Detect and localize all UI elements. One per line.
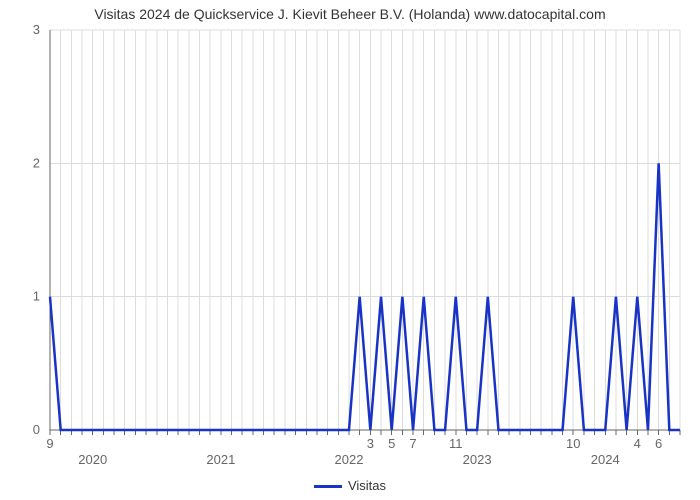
chart-container: Visitas 2024 de Quickservice J. Kievit B…: [0, 0, 700, 500]
chart-title: Visitas 2024 de Quickservice J. Kievit B…: [0, 6, 700, 22]
y-tick-label: 1: [33, 289, 40, 304]
line-chart: 0123357111046202020212022202320249: [0, 0, 700, 500]
legend-swatch: [314, 485, 342, 488]
y-tick-label: 2: [33, 155, 40, 170]
x-year-label: 2023: [463, 452, 492, 467]
x-month-label: 10: [566, 436, 580, 451]
y-tick-label: 3: [33, 22, 40, 37]
x-month-label: 11: [449, 436, 463, 451]
x-month-label: 3: [367, 436, 374, 451]
x-month-label: 7: [409, 436, 416, 451]
x-year-label: 2020: [78, 452, 107, 467]
x-year-label: 2022: [335, 452, 364, 467]
x-month-label: 6: [655, 436, 662, 451]
x-month-label: 4: [634, 436, 641, 451]
legend: Visitas: [0, 478, 700, 493]
x-year-label: 2021: [206, 452, 235, 467]
x-month-label: 9: [46, 436, 53, 451]
legend-label: Visitas: [348, 478, 386, 493]
y-tick-label: 0: [33, 422, 40, 437]
x-year-label: 2024: [591, 452, 620, 467]
x-month-label: 5: [388, 436, 395, 451]
